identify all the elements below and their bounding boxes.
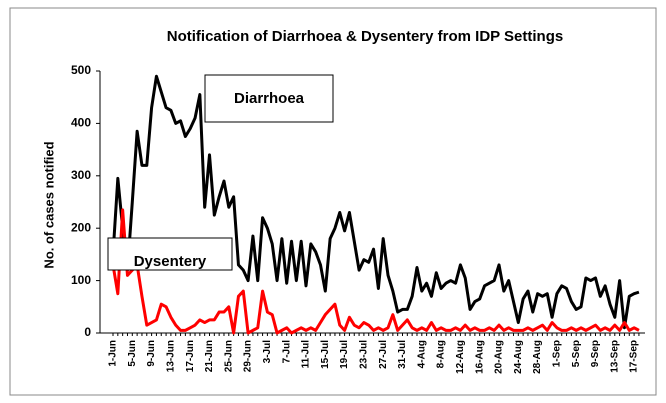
x-tick-label: 4-Aug [416,340,427,368]
x-tick-label: 9-Jun [146,340,157,367]
y-tick-label: 100 [71,273,91,287]
x-tick-label: 17-Jun [185,340,196,372]
annotation-label: Dysentery [134,253,207,270]
chart-frame [9,7,657,396]
x-tick-label: 24-Aug [513,340,524,374]
x-tick-label: 12-Aug [455,340,466,374]
x-tick-label: 1-Sep [552,340,563,367]
x-tick-label: 11-Jul [301,340,312,369]
y-tick-label: 0 [84,325,91,339]
x-tick-label: 3-Jul [262,340,273,364]
y-tick-label: 500 [71,63,91,77]
x-tick-label: 25-Jun [223,340,234,372]
x-tick-label: 5-Jun [127,340,138,367]
chart-title: Notification of Diarrhoea & Dysentery fr… [167,28,563,45]
x-tick-label: 7-Jul [281,340,292,364]
x-tick-label: 19-Jul [339,340,350,369]
x-tick-label: 9-Sep [590,340,601,367]
x-tick-label: 21-Jun [204,340,215,372]
annotation-label: Diarrhoea [234,90,305,107]
y-axis-label: No. of cases notified [41,141,56,268]
annotations: Diarrhoea Dysentery [107,74,334,271]
x-tick-label: 28-Aug [532,340,543,374]
y-tick-label: 300 [71,168,91,182]
x-tick-label: 1-Jun [108,340,119,367]
plot-area: 0 100 200 300 400 500 1-Jun 5-Jun 9-Jun 13-Jun 17-… [71,63,645,374]
x-tick-label: 17-Sep [629,340,640,373]
series-line [111,208,640,335]
x-tick-label: 5-Sep [571,340,582,367]
x-tick-label: 13-Jun [166,340,177,372]
x-tick-label: 15-Jul [320,340,331,369]
x-tick-label: 20-Aug [494,340,505,374]
x-tick-label: 13-Sep [609,340,620,373]
annotation-box [107,237,233,271]
series-line [111,74,640,330]
y-tick-label: 200 [71,220,91,234]
annotation-box [204,74,334,123]
x-tick-label: 29-Jun [243,340,254,372]
x-tick-label: 8-Aug [436,340,447,368]
x-tick-label: 27-Jul [378,340,389,369]
y-tick-label: 400 [71,116,91,130]
x-tick-label: 31-Jul [397,340,408,369]
x-tick-label: 23-Jul [359,340,370,369]
x-tick-label: 16-Aug [474,340,485,374]
